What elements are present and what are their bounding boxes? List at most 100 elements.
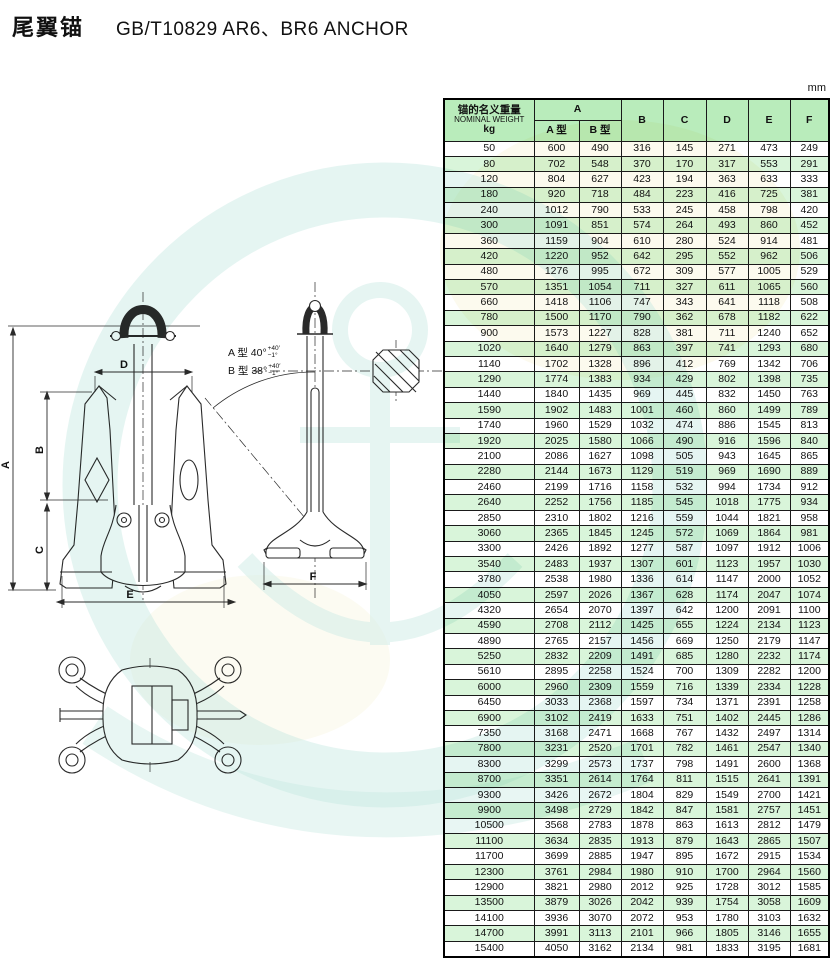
table-cell: 790: [620, 309, 664, 327]
angle-b-tolerance: +40′ −1°: [268, 363, 280, 377]
table-cell: 11700: [443, 848, 535, 865]
table-row: 480 1276 995 672 309 577 1005 529: [443, 263, 830, 281]
table-cell: 3168: [533, 725, 580, 742]
table-cell: 1020: [443, 340, 535, 357]
table-row: 570 1351 1054 711 327 611 1065 560: [443, 279, 830, 296]
table-cell: 249: [789, 140, 830, 157]
table-cell: 966: [662, 925, 707, 942]
table-cell: 508: [789, 294, 830, 311]
table-cell: 1640: [533, 340, 580, 357]
table-cell: 1098: [620, 448, 664, 465]
table-cell: 6900: [443, 709, 535, 727]
table-cell: 790: [578, 202, 622, 219]
table-cell: 886: [705, 417, 749, 434]
table-cell: 1054: [578, 279, 622, 296]
table-cell: 3146: [747, 925, 791, 942]
table-cell: 1240: [747, 325, 791, 342]
table-cell: 1368: [789, 756, 830, 773]
table-cell: 2000: [747, 571, 791, 588]
table-row: 7350 3168 2471 1668 767 1432 2497 1314: [443, 725, 830, 742]
table-cell: 587: [662, 540, 707, 558]
table-cell: 493: [705, 217, 749, 234]
table-cell: 1170: [578, 309, 622, 327]
table-cell: 2100: [443, 448, 535, 465]
table-cell: 8300: [443, 756, 535, 773]
table-cell: 1764: [620, 771, 664, 788]
table-cell: 2654: [533, 602, 580, 619]
table-cell: 317: [705, 155, 749, 173]
table-row: 9300 3426 2672 1804 829 1549 2700 1421: [443, 786, 830, 804]
table-cell: 3699: [533, 848, 580, 865]
table-cell: 3103: [747, 910, 791, 927]
table-cell: 120: [443, 171, 535, 188]
table-cell: 4590: [443, 617, 535, 635]
table-cell: 798: [747, 202, 791, 219]
table-cell: 9300: [443, 786, 535, 804]
table-cell: 1702: [533, 355, 580, 373]
table-cell: 953: [662, 910, 707, 927]
table-cell: 804: [533, 171, 580, 188]
table-cell: 429: [662, 371, 707, 388]
table-cell: 860: [747, 217, 791, 234]
table-cell: 995: [578, 263, 622, 281]
angle-a-tolerance: +40′ −1°: [267, 345, 280, 359]
table-cell: 4890: [443, 632, 535, 650]
table-cell: 994: [705, 479, 749, 496]
table-cell: 1293: [747, 340, 791, 357]
angle-b-tol-lower: −1°: [268, 369, 279, 377]
table-cell: 360: [443, 232, 535, 250]
table-cell: 2199: [533, 479, 580, 496]
table-cell: 2520: [578, 740, 622, 758]
table-cell: 2895: [533, 663, 580, 681]
table-cell: 1398: [747, 371, 791, 388]
table-cell: 3026: [578, 894, 622, 912]
table-cell: 1804: [620, 786, 664, 804]
table-cell: 3060: [443, 525, 535, 542]
table-cell: 2157: [578, 632, 622, 650]
section-detail: [372, 340, 420, 402]
table-cell: 545: [662, 494, 707, 511]
table-cell: 1421: [789, 786, 830, 804]
table-cell: 343: [662, 294, 707, 311]
table-cell: 2282: [747, 663, 791, 681]
table-cell: 1845: [578, 525, 622, 542]
table-cell: 309: [662, 263, 707, 281]
table-cell: 751: [662, 709, 707, 727]
table-cell: 1756: [578, 494, 622, 511]
table-cell: 13500: [443, 894, 535, 912]
table-cell: 1643: [705, 833, 749, 850]
table-cell: 506: [789, 248, 830, 265]
table-cell: 3351: [533, 771, 580, 788]
table-cell: 1123: [705, 556, 749, 573]
angle-annotation-b: B 型 38° +40′ −1°: [228, 363, 280, 378]
table-row: 1020 1640 1279 863 397 741 1293 680: [443, 340, 830, 357]
table-cell: 1937: [578, 556, 622, 573]
table-cell: 1920: [443, 432, 535, 450]
header-col-f: F: [789, 98, 830, 142]
table-cell: 1573: [533, 325, 580, 342]
table-cell: 1491: [705, 756, 749, 773]
table-cell: 828: [620, 325, 664, 342]
table-cell: 879: [662, 833, 707, 850]
table-cell: 1479: [789, 817, 830, 835]
table-cell: 1802: [578, 509, 622, 527]
table-cell: 1279: [578, 340, 622, 357]
angle-a-tol-lower: −1°: [267, 351, 278, 359]
table-row: 2280 2144 1673 1129 519 969 1690 889: [443, 463, 830, 481]
table-cell: 1960: [533, 417, 580, 434]
table-cell: 1668: [620, 725, 664, 742]
table-cell: 2865: [747, 833, 791, 850]
table-cell: 2258: [578, 663, 622, 681]
table-cell: 2309: [578, 679, 622, 696]
table-cell: 1351: [533, 279, 580, 296]
table-cell: 863: [620, 340, 664, 357]
table-cell: 1397: [620, 602, 664, 619]
table-cell: 1371: [705, 694, 749, 711]
table-cell: 725: [747, 186, 791, 204]
table-row: 6900 3102 2419 1633 751 1402 2445 1286: [443, 709, 830, 727]
table-cell: 2365: [533, 525, 580, 542]
table-cell: 1383: [578, 371, 622, 388]
table-cell: 1590: [443, 402, 535, 419]
table-row: 240 1012 790 533 245 458 798 420: [443, 202, 830, 219]
